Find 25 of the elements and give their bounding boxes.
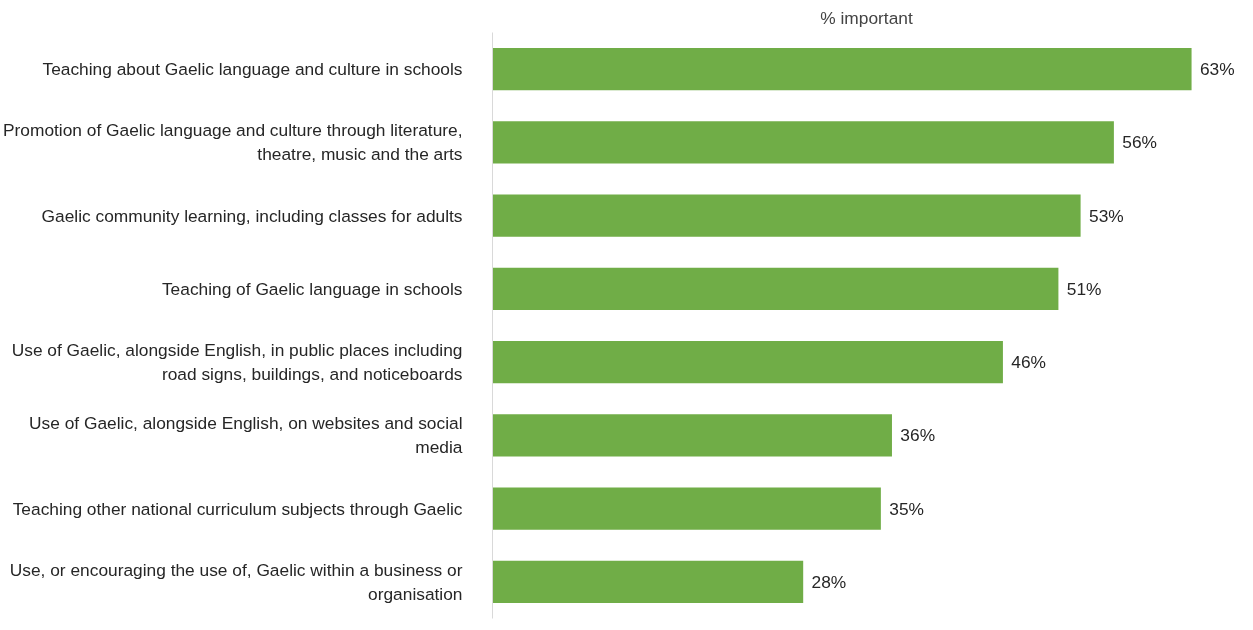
y-tick-label: Use, or encouraging the use of, Gaelic within a business or organisation [9, 559, 463, 604]
chart-title: % important [820, 7, 913, 28]
y-tick-label: Teaching of Gaelic language in schools [161, 278, 463, 299]
bar [492, 560, 804, 604]
y-tick-label: Promotion of Gaelic language and culture through literature, theatre, music and the arts [3, 120, 463, 165]
bar [492, 121, 1114, 164]
bar [492, 414, 892, 457]
y-tick-label: Teaching about Gaelic language and culture in schools [42, 59, 463, 80]
data-label: 28% [811, 571, 847, 592]
data-label: 35% [889, 498, 924, 519]
data-label: 56% [1122, 132, 1157, 153]
y-tick-label: Gaelic community learning, including classes for adults [41, 205, 463, 226]
data-label: 46% [1011, 352, 1047, 373]
bar [492, 267, 1059, 311]
data-label: 63% [1199, 59, 1235, 80]
y-tick-label: Use of Gaelic, alongside English, on websites and social media [29, 413, 463, 458]
y-tick-label: Use of Gaelic, alongside English, in public places including road signs, buildings, and noticeboards [11, 340, 463, 385]
bar [492, 194, 1081, 237]
data-label: 36% [900, 425, 936, 446]
bar [492, 487, 881, 530]
data-label: 53% [1088, 205, 1124, 226]
bar [492, 340, 1003, 384]
bar [492, 47, 1192, 91]
data-label: 51% [1066, 278, 1102, 299]
y-tick-label: Teaching other national curriculum subjects through Gaelic [12, 498, 463, 519]
